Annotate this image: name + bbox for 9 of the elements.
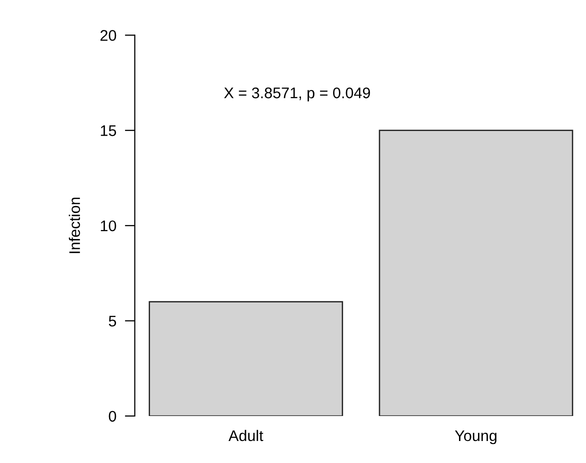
y-tick-label: 20 — [100, 30, 116, 41]
y-tick-label: 0 — [108, 410, 116, 422]
y-axis-title: Infection — [68, 198, 80, 254]
x-tick-label: Adult — [228, 430, 264, 442]
annotation: X = 3.8571, p = 0.049 — [224, 87, 370, 102]
y-tick-label: 15 — [100, 125, 116, 136]
y-tick-label: 10 — [100, 220, 116, 232]
x-tick-label: Young — [454, 430, 496, 444]
y-tick-label: 5 — [108, 316, 116, 326]
